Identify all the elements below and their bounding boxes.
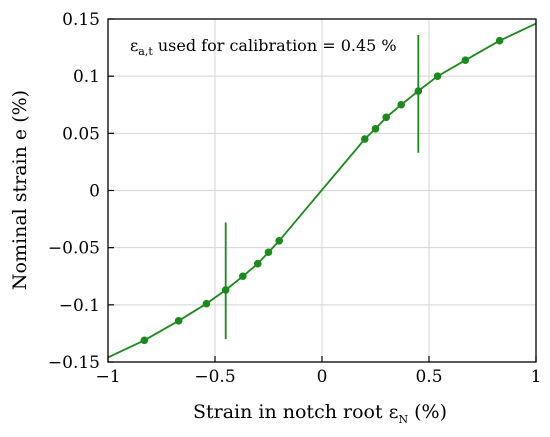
data-point — [414, 87, 423, 95]
data-point — [264, 248, 273, 257]
x-tick-label: 1 — [531, 367, 542, 387]
data-point — [371, 124, 380, 133]
data-point — [495, 36, 504, 45]
data-point — [202, 299, 211, 308]
calibration-annotation: εa,t used for calibration = 0.45 % — [130, 36, 397, 58]
x-tick-label: 0 — [317, 367, 328, 387]
data-point — [397, 100, 405, 109]
data-point — [239, 272, 247, 281]
x-axis-label: Strain in notch root εN (%) — [193, 401, 447, 426]
x-tick-label: −0.5 — [194, 367, 235, 387]
y-tick-label: 0.05 — [62, 124, 100, 144]
series-line-0 — [107, 22, 537, 359]
data-point — [275, 237, 284, 245]
data-point — [140, 336, 149, 345]
y-axis-ticks: −0.15 −0.1 −0.05 0 0.05 0.1 0.15 — [48, 10, 114, 373]
data-point — [361, 135, 369, 143]
y-tick-label: 0.15 — [62, 10, 100, 30]
y-tick-label: −0.1 — [59, 296, 100, 316]
data-point — [382, 113, 391, 122]
data-point — [174, 317, 183, 325]
data-point — [253, 259, 262, 268]
series-layer — [107, 22, 537, 359]
y-tick-label: 0 — [89, 182, 100, 202]
y-axis-label: Nominal strain e (%) — [9, 90, 31, 290]
x-tick-label: 0.5 — [415, 367, 442, 387]
data-point — [433, 72, 442, 80]
y-tick-label: −0.15 — [48, 353, 100, 373]
data-point — [221, 286, 230, 294]
data-point — [461, 56, 470, 64]
x-axis-ticks: −1 −0.5 0 0.5 1 — [95, 356, 541, 387]
x-tick-label: −1 — [95, 367, 120, 387]
y-tick-label: −0.05 — [48, 239, 100, 259]
y-tick-label: 0.1 — [73, 67, 100, 87]
